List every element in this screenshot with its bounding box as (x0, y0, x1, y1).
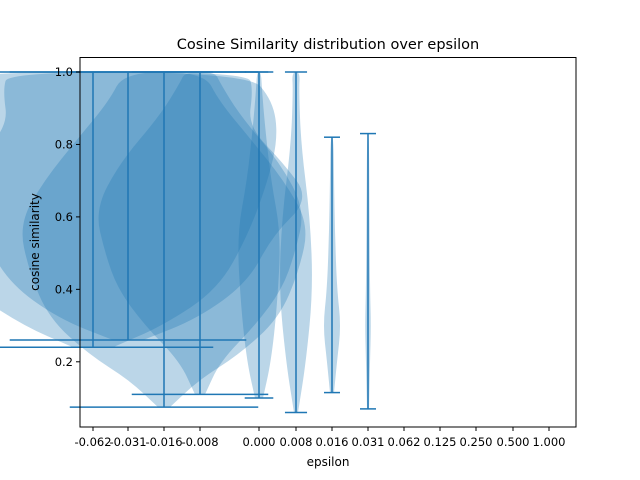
x-tick-label: -0.016 (145, 435, 182, 449)
x-tick-label: 0.008 (280, 435, 313, 449)
y-tick-label: 0.8 (55, 137, 73, 151)
y-tick-label: 0.4 (55, 282, 73, 296)
y-tick-label: 0.2 (55, 355, 73, 369)
x-tick-label: -0.008 (181, 435, 218, 449)
x-tick-label: 1.000 (533, 435, 566, 449)
violin-whiskers (0, 71, 376, 414)
y-tick-label: 1.0 (55, 65, 73, 79)
x-tick-label: 0.125 (424, 435, 457, 449)
x-tick-label: 0.031 (352, 435, 385, 449)
x-axis-label: epsilon (307, 455, 350, 469)
plot-frame (79, 57, 577, 428)
x-tick-label: 0.062 (388, 435, 421, 449)
x-tick-label: 0.250 (460, 435, 493, 449)
x-tick-label: 0.000 (243, 435, 276, 449)
chart-title: Cosine Similarity distribution over epsi… (177, 37, 479, 53)
violin-body--0.031 (0, 71, 303, 341)
x-tick-label: -0.031 (109, 435, 146, 449)
x-axis: -0.062-0.031-0.016-0.008 0.000 0.008 0.016 0… (74, 427, 565, 449)
y-axis-label: cosine similarity (28, 193, 42, 291)
y-axis: 0.2 0.4 0.6 0.8 1.0 (55, 65, 80, 369)
x-tick-label: -0.062 (74, 435, 111, 449)
x-tick-label: 0.500 (497, 435, 530, 449)
y-tick-label: 0.6 (55, 210, 73, 224)
x-tick-label: 0.016 (316, 435, 349, 449)
violin-body--0.062 (0, 71, 277, 348)
